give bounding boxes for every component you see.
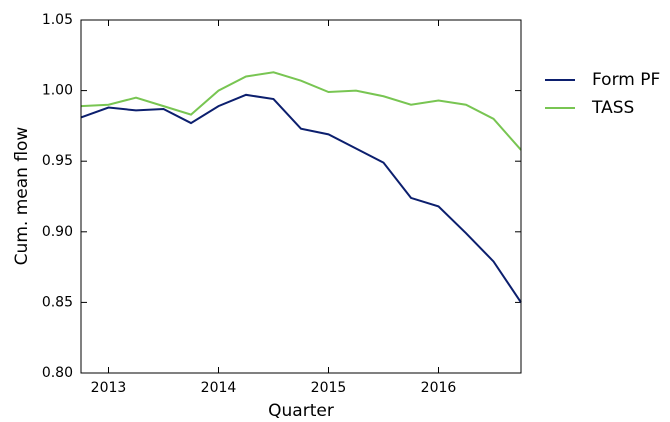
- series-line: [80, 71, 522, 151]
- x-axis-label: Quarter: [268, 401, 334, 421]
- y-tick-label: 1.00: [42, 83, 73, 99]
- y-axis-label: Cum. mean flow: [12, 127, 32, 266]
- y-tick-label: 0.90: [42, 224, 73, 240]
- x-tick-label: 2016: [421, 380, 457, 396]
- legend-label: Form PF: [592, 70, 660, 90]
- series-line: [80, 93, 522, 303]
- y-tick-label: 0.80: [42, 365, 73, 381]
- plot-frame: [80, 19, 522, 374]
- y-tick-label: 1.05: [42, 12, 73, 28]
- y-tick-label: 0.85: [42, 294, 73, 310]
- x-tick-label: 2013: [91, 380, 127, 396]
- x-tick-label: 2015: [311, 380, 347, 396]
- x-tick-label: 2014: [201, 380, 237, 396]
- legend-label: TASS: [591, 98, 634, 118]
- y-tick-label: 0.95: [42, 153, 73, 169]
